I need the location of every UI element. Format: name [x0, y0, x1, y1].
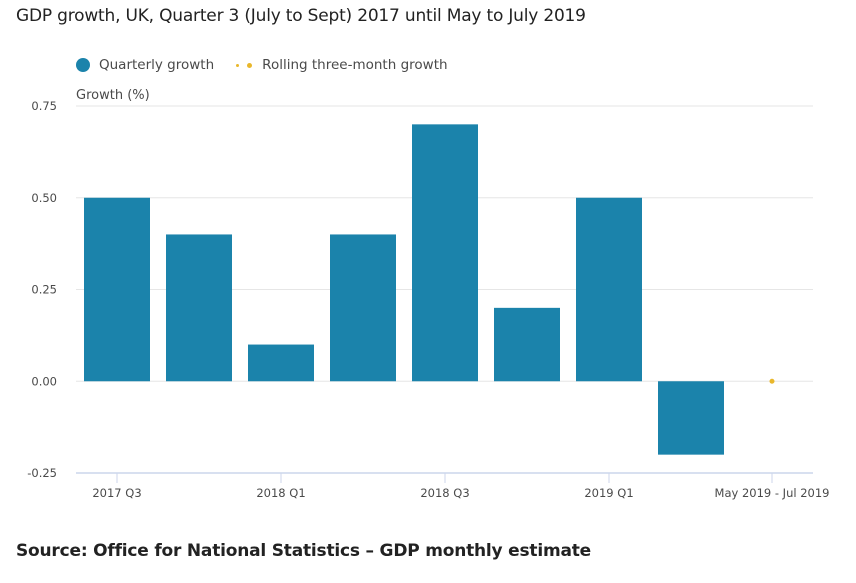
- y-tick-label: 0.00: [31, 374, 57, 388]
- legend-item-quarterly[interactable]: Quarterly growth: [76, 57, 214, 73]
- legend-marker-point: [236, 62, 253, 68]
- x-tick-label: 2019 Q1: [584, 486, 633, 500]
- y-tick-label: 0.25: [31, 283, 57, 297]
- bar-quarterly-growth: [330, 234, 396, 382]
- bar-quarterly-growth: [248, 344, 314, 382]
- point-rolling-growth: [769, 378, 775, 384]
- x-tick-label: May 2019 - Jul 2019: [715, 486, 830, 500]
- bar-quarterly-growth: [84, 197, 150, 382]
- bar-quarterly-growth: [412, 124, 478, 382]
- legend-label: Rolling three-month growth: [262, 57, 448, 73]
- x-tick-label: 2018 Q1: [256, 486, 305, 500]
- source-note: Source: Office for National Statistics –…: [16, 541, 591, 561]
- y-tick-label: 0.50: [31, 191, 57, 205]
- bar-quarterly-growth: [576, 197, 642, 382]
- y-tick-label: 0.75: [31, 99, 57, 113]
- legend: Quarterly growth Rolling three-month gro…: [76, 57, 470, 73]
- x-tick-label: 2017 Q3: [92, 486, 141, 500]
- y-tick-label: -0.25: [27, 466, 57, 480]
- legend-item-rolling[interactable]: Rolling three-month growth: [236, 57, 448, 73]
- bar-quarterly-growth: [166, 234, 232, 382]
- legend-marker-bar: [76, 58, 90, 72]
- legend-label: Quarterly growth: [99, 57, 215, 73]
- y-axis-label: Growth (%): [76, 88, 150, 103]
- bar-quarterly-growth: [494, 307, 560, 382]
- x-tick-label: 2018 Q3: [420, 486, 469, 500]
- bar-quarterly-growth: [658, 381, 724, 455]
- chart-title: GDP growth, UK, Quarter 3 (July to Sept)…: [16, 6, 586, 26]
